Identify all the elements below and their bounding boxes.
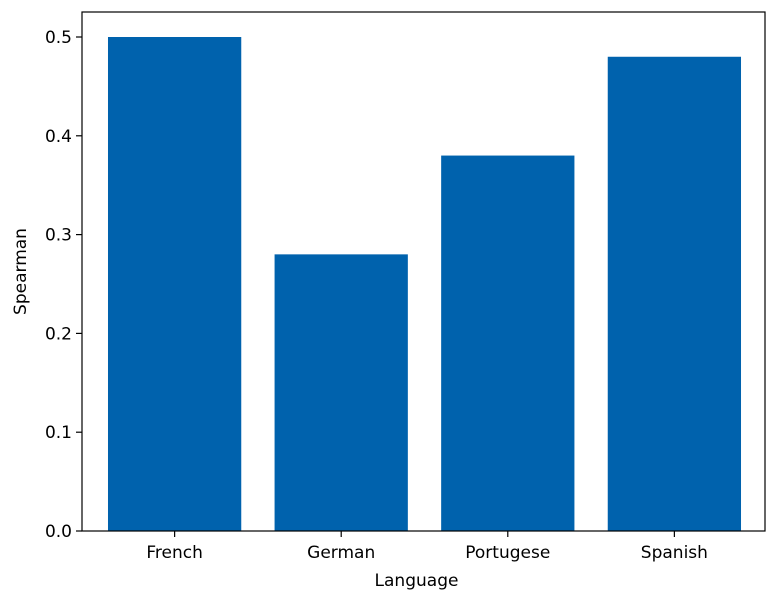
plot-frame [81,11,766,532]
y-axis-label: Spearman [11,228,31,315]
y-tick-label: 0.4 [45,127,72,147]
x-tick-label-spanish: Spanish [641,543,708,563]
x-tick-label-french: French [146,543,203,563]
x-tick-label-portugese: Portugese [465,543,550,563]
x-tick-label-german: German [307,543,375,563]
y-tick-label: 0.2 [45,324,72,344]
bar-german [274,254,408,532]
y-tick-label: 0.3 [45,226,72,246]
x-axis: French German Portugese Spanish [146,531,708,563]
bar-french [107,37,242,531]
y-axis: 0.0 0.1 0.2 0.3 0.4 0.5 [45,28,82,542]
x-axis-label: Language [375,571,459,591]
bar-portugese [441,155,575,531]
bars-group [107,37,742,532]
y-tick-label: 0.1 [45,423,72,443]
y-tick-label: 0.5 [45,28,72,48]
y-tick-label: 0.0 [45,522,72,542]
bar-spanish [607,56,742,531]
